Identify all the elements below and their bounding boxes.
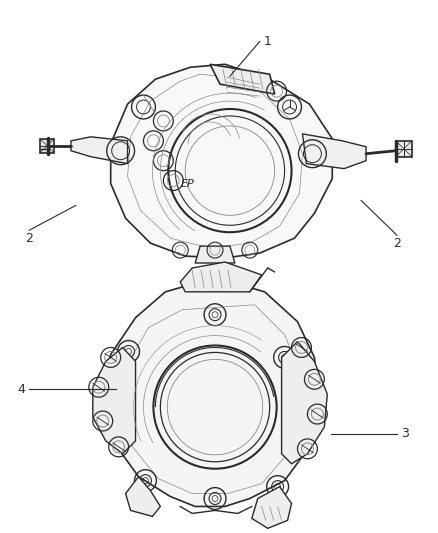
Polygon shape [180,262,262,292]
Polygon shape [126,477,160,516]
Text: EP: EP [180,179,194,189]
Polygon shape [93,348,135,454]
Polygon shape [111,64,332,258]
Polygon shape [252,487,292,528]
Polygon shape [282,342,327,464]
Polygon shape [303,134,366,168]
Text: 2: 2 [393,237,401,249]
Polygon shape [71,137,127,164]
Text: 2: 2 [25,232,33,245]
Polygon shape [210,64,275,94]
Polygon shape [103,282,319,506]
Text: 3: 3 [401,427,409,440]
Polygon shape [195,246,235,263]
Text: 1: 1 [264,35,272,48]
Polygon shape [40,139,54,153]
Text: 4: 4 [18,383,25,395]
Polygon shape [396,141,412,157]
